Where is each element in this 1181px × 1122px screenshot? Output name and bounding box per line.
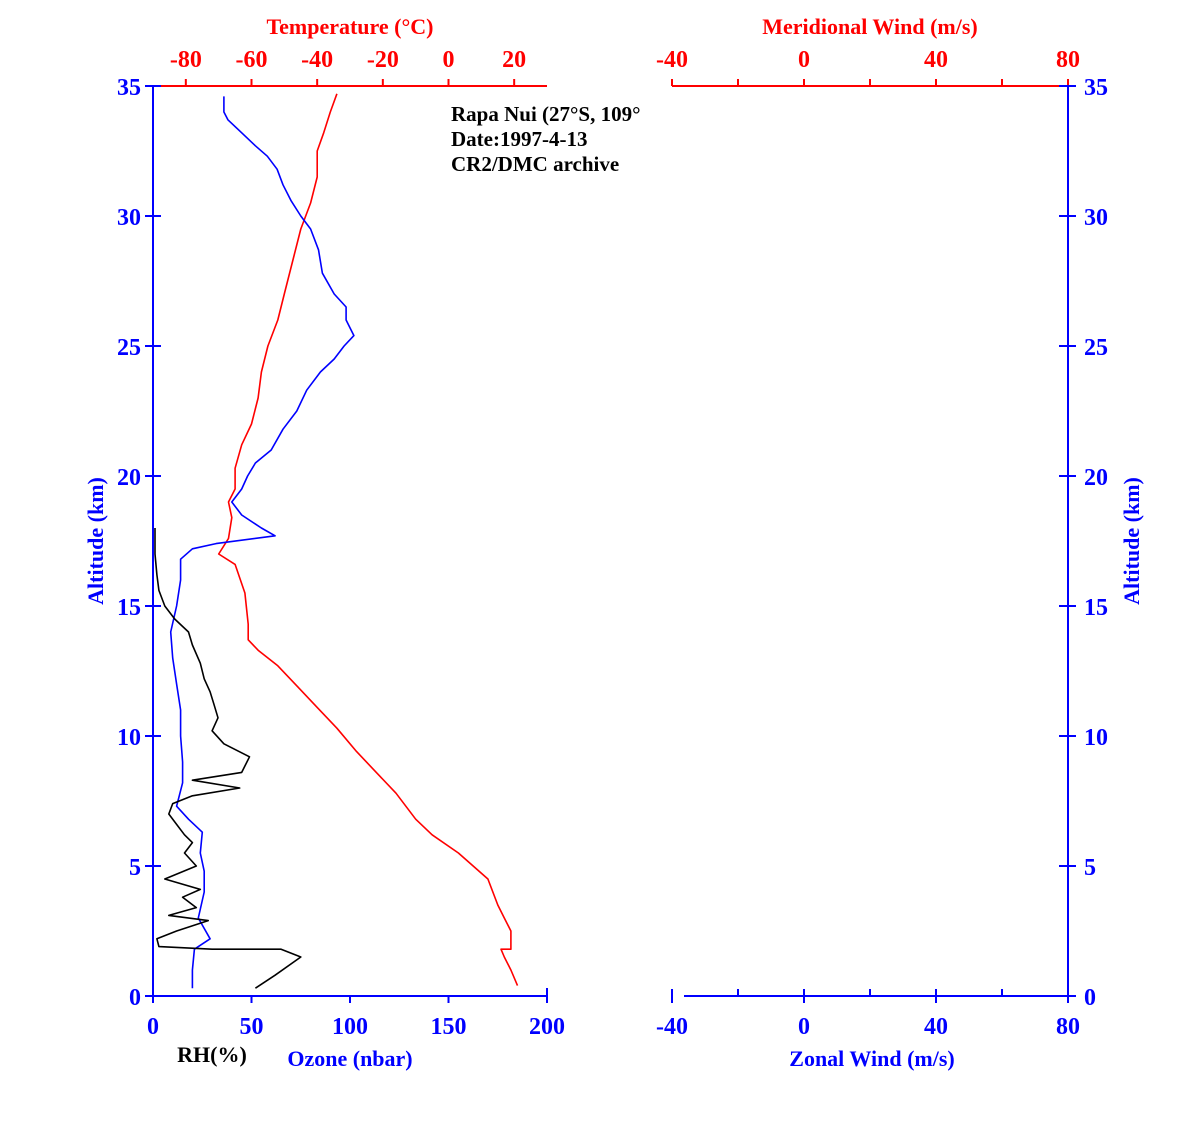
top-x-tick-label: 80 [1056,47,1080,73]
y-tick-label: 35 [1084,75,1108,101]
bottom-x-tick-label: 150 [431,1014,467,1040]
y-tick-label: 5 [129,855,141,881]
ozone-series-line [169,96,355,989]
top-x-axis-label: Temperature (°C) [266,14,433,39]
y-tick-label: 20 [117,465,141,491]
y-tick-label: 30 [1084,205,1108,231]
y-axis-label: Altitude (km) [1119,477,1144,605]
y-tick-label: 15 [1084,595,1108,621]
top-x-tick-label: -40 [301,47,333,73]
y-tick-label: 30 [117,205,141,231]
y-tick-label: 10 [117,725,141,751]
y-tick-label: 0 [129,985,141,1011]
y-tick-label: 15 [117,595,141,621]
bottom-x-tick-label: 200 [529,1014,565,1040]
bottom-x-tick-label: 100 [332,1014,368,1040]
ozone-axis-label: Ozone (nbar) [287,1046,412,1071]
y-tick-label: 5 [1084,855,1096,881]
y-tick-label: 25 [1084,335,1108,361]
y-tick-label: 0 [1084,985,1096,1011]
y-tick-label: 10 [1084,725,1108,751]
y-axis-label: Altitude (km) [83,477,108,605]
top-x-tick-label: -80 [170,47,202,73]
bottom-x-tick-label: 40 [924,1014,948,1040]
top-x-tick-label: -20 [367,47,399,73]
zonal-wind-axis-label: Zonal Wind (m/s) [789,1046,954,1071]
bottom-x-tick-label: 0 [147,1014,159,1040]
annotation-line: Date:1997-4-13 [451,127,587,151]
bottom-x-tick-label: 80 [1056,1014,1080,1040]
y-tick-label: 25 [117,335,141,361]
y-tick-label: 35 [117,75,141,101]
temperature-series-line [217,93,519,986]
top-x-tick-label: 20 [502,47,526,73]
bottom-x-tick-label: 50 [240,1014,264,1040]
bottom-x-tick-label: -40 [656,1014,688,1040]
top-x-axis-label: Meridional Wind (m/s) [762,14,978,39]
annotation-line: CR2/DMC archive [451,152,619,176]
annotation-line: Rapa Nui (27°S, 109° [451,102,641,126]
top-x-tick-label: -60 [236,47,268,73]
top-x-tick-label: 40 [924,47,948,73]
y-tick-label: 20 [1084,465,1108,491]
rh-axis-label: RH(%) [177,1042,247,1067]
bottom-x-tick-label: 0 [798,1014,810,1040]
top-x-tick-label: 0 [443,47,455,73]
top-x-tick-label: -40 [656,47,688,73]
top-x-tick-label: 0 [798,47,810,73]
rh-series-line [154,528,302,989]
